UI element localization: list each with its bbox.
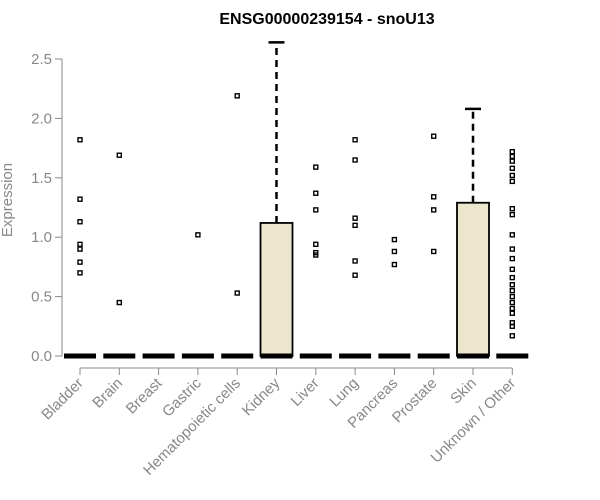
outlier-point bbox=[313, 164, 319, 170]
y-axis-title: Expression bbox=[0, 163, 16, 237]
x-tick-label: Bladder bbox=[38, 375, 87, 424]
box-group bbox=[496, 148, 529, 359]
outlier-point bbox=[431, 133, 437, 139]
outlier-point bbox=[509, 282, 515, 288]
outlier-point bbox=[352, 137, 358, 143]
y-tick-label: 1.5 bbox=[31, 170, 52, 187]
box-group bbox=[299, 164, 332, 359]
y-tick-label: 0.0 bbox=[31, 348, 52, 365]
box-group bbox=[417, 133, 450, 359]
y-tick-label: 0.5 bbox=[31, 289, 52, 306]
outlier-point bbox=[509, 165, 515, 171]
box-group bbox=[259, 41, 294, 359]
outlier-point bbox=[313, 207, 319, 213]
outlier-point bbox=[509, 148, 515, 155]
box-group bbox=[378, 236, 411, 359]
outlier-point bbox=[391, 261, 398, 268]
box bbox=[259, 222, 294, 357]
outlier-point bbox=[509, 172, 515, 179]
outlier-point bbox=[234, 93, 240, 99]
outlier-point bbox=[77, 270, 83, 276]
outlier-point bbox=[234, 290, 240, 296]
outlier-point bbox=[313, 241, 319, 248]
outlier-point bbox=[431, 207, 437, 213]
outlier-point bbox=[77, 259, 83, 265]
outlier-point bbox=[509, 333, 515, 339]
outlier-point bbox=[509, 255, 515, 262]
outlier-point bbox=[77, 246, 83, 252]
outlier-point bbox=[352, 222, 358, 229]
outlier-point bbox=[431, 248, 437, 255]
y-axis: 0.0 0.5 1.0 1.5 2.0 2.5 bbox=[31, 51, 63, 365]
outlier-point bbox=[509, 178, 515, 185]
y-tick-label: 2.5 bbox=[31, 51, 52, 68]
x-tick-label: Liver bbox=[288, 375, 323, 410]
outlier-point bbox=[509, 153, 515, 160]
y-tick-label: 2.0 bbox=[31, 110, 52, 127]
outlier-point bbox=[509, 310, 515, 316]
outlier-point bbox=[509, 158, 515, 164]
box-group bbox=[64, 137, 96, 359]
outlier-point bbox=[509, 205, 515, 212]
outlier-point bbox=[509, 246, 515, 252]
x-tick-label: Breast bbox=[123, 374, 166, 417]
outlier-point bbox=[391, 236, 398, 243]
outlier-point bbox=[509, 211, 515, 218]
outlier-point bbox=[352, 258, 358, 264]
outlier-point bbox=[391, 248, 398, 255]
box-group bbox=[339, 137, 372, 359]
outlier-point bbox=[77, 219, 83, 225]
outlier-point bbox=[77, 137, 83, 143]
outlier-point bbox=[509, 232, 515, 238]
x-tick-label: Kidney bbox=[239, 374, 284, 419]
outlier-point bbox=[509, 299, 515, 306]
outlier-point bbox=[195, 232, 201, 238]
outlier-point bbox=[116, 299, 123, 306]
box-group bbox=[456, 107, 490, 359]
outlier-point bbox=[352, 215, 358, 221]
x-tick-label: Lung bbox=[326, 375, 362, 411]
outlier-point bbox=[313, 252, 319, 258]
outlier-point bbox=[431, 194, 437, 200]
box-group bbox=[181, 232, 214, 359]
outlier-point bbox=[509, 305, 515, 312]
box-group bbox=[103, 152, 136, 359]
box bbox=[456, 201, 490, 357]
x-tick-label: Skin bbox=[447, 375, 480, 408]
box-group bbox=[221, 93, 254, 359]
outlier-point bbox=[509, 293, 515, 300]
outlier-point bbox=[509, 323, 515, 329]
chart-title: ENSG00000239154 - snoU13 bbox=[219, 11, 434, 28]
outlier-point bbox=[509, 274, 515, 281]
y-tick-label: 1.0 bbox=[31, 229, 52, 246]
outlier-point bbox=[313, 190, 319, 196]
outlier-point bbox=[77, 241, 83, 248]
boxes bbox=[64, 41, 529, 359]
x-tick-label: Brain bbox=[89, 375, 126, 412]
outlier-point bbox=[116, 152, 123, 158]
outlier-point bbox=[509, 287, 515, 294]
outlier-point bbox=[352, 272, 358, 278]
outlier-point bbox=[77, 196, 83, 202]
outlier-point bbox=[509, 266, 515, 272]
outlier-point bbox=[352, 157, 358, 163]
